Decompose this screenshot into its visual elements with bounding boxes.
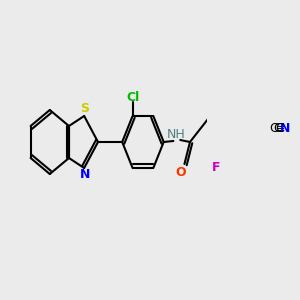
- Text: O: O: [176, 166, 186, 178]
- Text: F: F: [212, 161, 220, 175]
- Text: S: S: [80, 103, 89, 116]
- Text: C: C: [275, 122, 284, 136]
- Text: Cl: Cl: [126, 91, 139, 103]
- Text: C: C: [269, 122, 278, 136]
- Text: ≡: ≡: [276, 124, 285, 134]
- Text: NH: NH: [167, 128, 185, 142]
- Text: N: N: [80, 169, 90, 182]
- Text: C: C: [274, 122, 282, 136]
- Text: N: N: [280, 122, 291, 136]
